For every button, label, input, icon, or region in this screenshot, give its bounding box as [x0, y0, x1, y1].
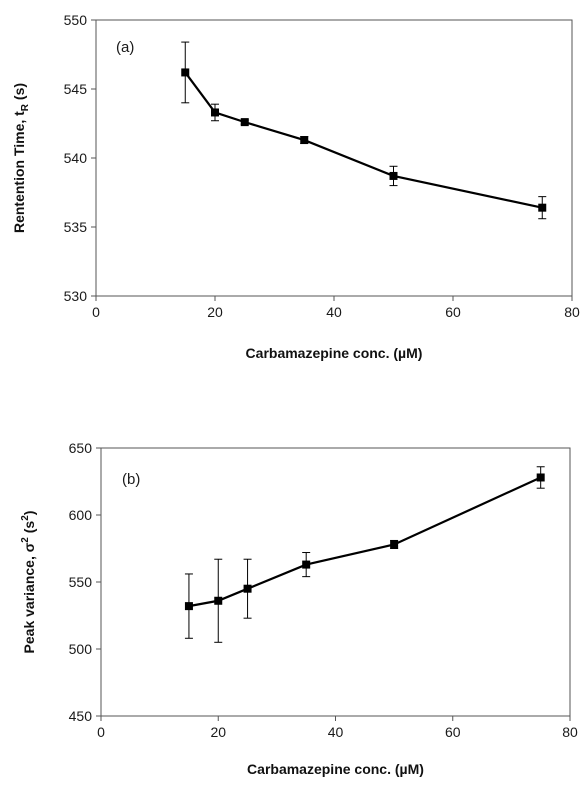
y-tick-label: 500	[69, 641, 93, 657]
x-axis-title: Carbamazepine conc. (µM)	[246, 345, 423, 361]
data-point	[390, 540, 399, 549]
chart-panel-b: 0 20 40 60 80 450 500 550 600 650 Carbamazepine co…	[20, 440, 578, 777]
series-line	[188, 476, 542, 608]
panel-label: (b)	[122, 471, 140, 488]
data-point	[300, 136, 309, 145]
data-point	[184, 602, 193, 611]
x-tick-label: 40	[328, 724, 344, 740]
x-tick-label: 40	[326, 304, 342, 320]
x-tick-label: 20	[207, 304, 223, 320]
x-tick-label: 60	[445, 724, 461, 740]
y-tick-label: 545	[64, 81, 88, 97]
x-axis-title: Carbamazepine conc. (µM)	[247, 761, 424, 777]
x-tick-label: 80	[562, 724, 578, 740]
data-point	[389, 171, 398, 180]
data-point	[243, 584, 252, 593]
y-tick-label: 550	[69, 574, 93, 590]
y-tick-label: 550	[64, 12, 88, 28]
y-axis-title: Rentention Time, tR (s)	[11, 83, 31, 233]
x-tick-label: 60	[445, 304, 461, 320]
data-point	[302, 560, 311, 569]
y-tick-label: 650	[69, 440, 93, 456]
data-point	[211, 108, 219, 117]
panel-label: (a)	[116, 39, 134, 56]
data-point	[536, 473, 545, 482]
x-tick-label: 80	[564, 304, 580, 320]
y-tick-label: 535	[64, 219, 88, 235]
y-tick-label: 600	[69, 507, 93, 523]
x-tick-label: 0	[97, 724, 105, 740]
data-point	[240, 118, 249, 127]
y-tick-label: 450	[69, 708, 93, 724]
chart-panel-a: 0 20 40 60 80 530 535 540 545 550 Carbamazepine co…	[11, 12, 580, 361]
y-tick-label: 540	[64, 150, 88, 166]
y-tick-label: 530	[64, 288, 88, 304]
data-point	[181, 68, 190, 77]
plot-frame	[100, 447, 571, 717]
series-line	[184, 71, 543, 209]
x-tick-label: 0	[92, 304, 100, 320]
y-axis-title: Peak variance, σ2 (s2)	[20, 511, 37, 654]
data-point	[214, 596, 223, 605]
plot-frame	[95, 19, 573, 297]
x-tick-label: 20	[210, 724, 226, 740]
data-point	[538, 203, 547, 212]
